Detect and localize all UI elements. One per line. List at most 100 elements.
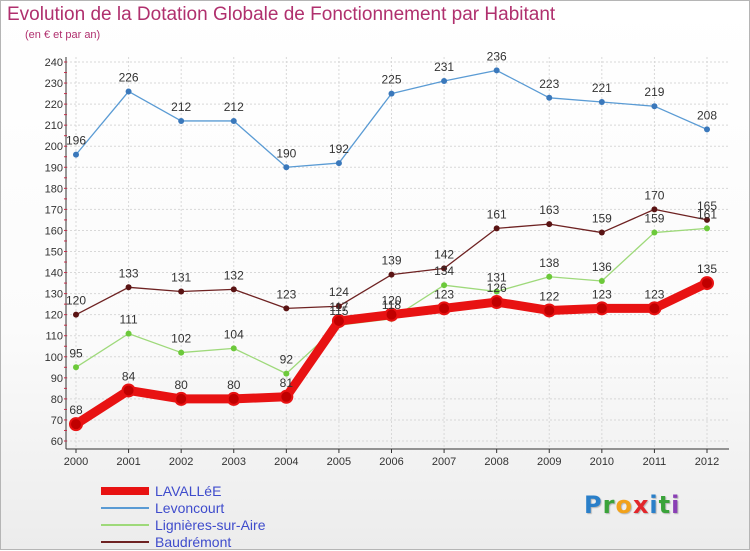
data-point	[178, 117, 185, 124]
data-point	[73, 311, 79, 318]
data-point	[331, 313, 346, 328]
legend-swatch	[101, 524, 149, 526]
data-point	[493, 225, 500, 232]
data-label: 133	[119, 266, 139, 280]
data-label: 139	[381, 254, 401, 268]
logo-letter: x	[632, 491, 650, 519]
data-label: 161	[487, 207, 507, 221]
data-label: 115	[329, 304, 348, 318]
data-label: 122	[539, 289, 559, 303]
data-point	[651, 206, 658, 213]
data-point	[73, 364, 79, 371]
y-tick-label: 240	[45, 57, 63, 69]
y-tick-label: 180	[45, 183, 63, 195]
y-tick-label: 130	[45, 289, 63, 301]
data-point	[384, 307, 399, 322]
data-point	[441, 282, 448, 289]
data-label: 192	[329, 142, 349, 156]
data-label: 80	[227, 378, 241, 392]
x-tick-label: 2005	[327, 456, 351, 468]
data-label: 124	[329, 285, 349, 299]
y-tick-label: 160	[45, 225, 63, 237]
data-label: 208	[697, 108, 717, 122]
data-point	[125, 284, 132, 291]
legend-swatch	[101, 507, 149, 509]
data-label: 236	[487, 49, 507, 63]
legend-swatch	[101, 541, 149, 543]
x-tick-label: 2010	[590, 456, 614, 468]
data-label: 223	[539, 77, 559, 91]
logo-letter: o	[615, 491, 633, 519]
data-point	[546, 273, 553, 280]
data-label: 120	[66, 294, 86, 308]
data-point	[125, 88, 132, 95]
data-point	[335, 160, 342, 167]
data-point	[121, 383, 136, 398]
x-tick-label: 2007	[432, 456, 456, 468]
data-label: 221	[592, 81, 612, 95]
data-label: 132	[224, 268, 244, 282]
data-point	[704, 225, 710, 232]
logo-letter: r	[602, 491, 616, 519]
x-tick-label: 2000	[64, 456, 88, 468]
x-tick-label: 2001	[116, 456, 140, 468]
legend-label: Lignières-sur-Aire	[155, 517, 266, 533]
data-label: 219	[644, 85, 664, 99]
data-point	[704, 126, 710, 133]
x-tick-label: 2012	[695, 456, 719, 468]
y-tick-label: 140	[45, 268, 63, 280]
y-tick-label: 220	[45, 99, 63, 111]
legend-label: Baudrémont	[155, 534, 232, 550]
data-point	[73, 151, 79, 158]
data-point	[388, 271, 395, 278]
data-point	[651, 103, 658, 110]
y-tick-label: 230	[45, 78, 63, 90]
data-labels: 196 226 212 212 190 192 225 231 236 223 221 219 208 9…	[66, 49, 717, 417]
data-point	[283, 305, 290, 312]
y-tick-label: 70	[51, 415, 63, 427]
data-label: 68	[69, 403, 83, 417]
logo-letter: i	[671, 491, 681, 519]
logo-letter: i	[649, 491, 659, 519]
x-tick-label: 2006	[379, 456, 403, 468]
data-label: 225	[381, 73, 401, 87]
x-tick-label: 2004	[274, 456, 298, 468]
data-label: 123	[434, 287, 454, 301]
data-point	[388, 90, 395, 97]
data-point	[335, 303, 342, 310]
data-label: 123	[276, 287, 296, 301]
data-label: 196	[66, 134, 86, 148]
data-point	[178, 349, 185, 356]
data-label: 102	[171, 332, 191, 346]
data-label: 126	[487, 281, 507, 295]
data-point	[598, 229, 605, 236]
data-label: 226	[119, 70, 139, 84]
x-tick-label: 2008	[484, 456, 508, 468]
data-point	[493, 67, 500, 74]
data-label: 120	[381, 294, 401, 308]
data-label: 231	[434, 60, 454, 74]
data-label: 104	[224, 327, 244, 341]
data-label: 131	[487, 271, 507, 285]
logo-letter: P	[584, 491, 603, 519]
data-label: 80	[174, 378, 188, 392]
data-point	[178, 288, 185, 295]
y-tick-label: 120	[45, 310, 63, 322]
data-label: 212	[224, 100, 244, 114]
data-point	[704, 216, 710, 223]
data-label: 111	[119, 313, 138, 327]
data-point	[546, 94, 553, 101]
data-label: 117	[329, 300, 348, 314]
data-label: 161	[697, 207, 717, 221]
data-label: 118	[382, 298, 401, 312]
data-label: 136	[592, 260, 612, 274]
data-label: 212	[171, 100, 191, 114]
y-tick-label: 170	[45, 204, 63, 216]
data-point	[230, 286, 237, 293]
data-point	[441, 265, 448, 272]
axes: 6070809010011012013014015016017018019020…	[45, 57, 729, 468]
y-tick-label: 200	[45, 141, 63, 153]
series-layer	[69, 67, 714, 432]
x-tick-label: 2011	[643, 456, 667, 468]
data-point	[441, 77, 448, 84]
